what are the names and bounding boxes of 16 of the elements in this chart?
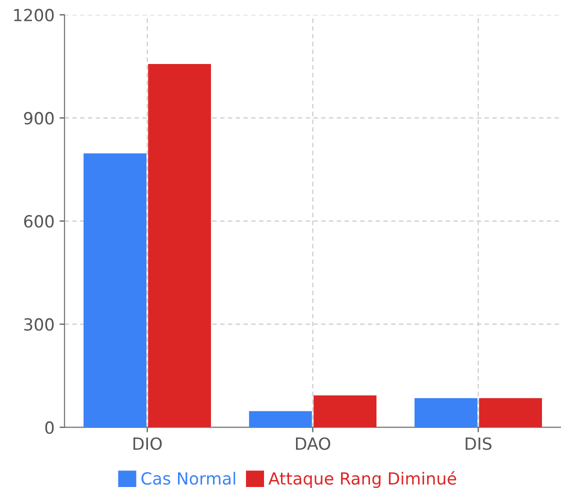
- y-tick-label: 900: [24, 112, 54, 125]
- x-tick-label: DIO: [133, 437, 162, 450]
- y-tick-label: 0: [45, 421, 54, 434]
- bar: [84, 153, 146, 428]
- x-tick-label: DIS: [466, 437, 492, 450]
- x-tick-label: DAO: [296, 437, 330, 450]
- bar: [414, 398, 478, 428]
- y-tick-label: 1200: [14, 8, 54, 22]
- y-tick-label: 300: [24, 318, 54, 331]
- bar: [249, 411, 312, 428]
- bar: [314, 395, 376, 428]
- y-tick-label: 600: [24, 215, 54, 228]
- legend-label: Cas Normal: [141, 472, 236, 485]
- bar: [479, 398, 542, 428]
- bar: [148, 64, 211, 428]
- legend-label: Attaque Rang Diminué: [268, 471, 456, 488]
